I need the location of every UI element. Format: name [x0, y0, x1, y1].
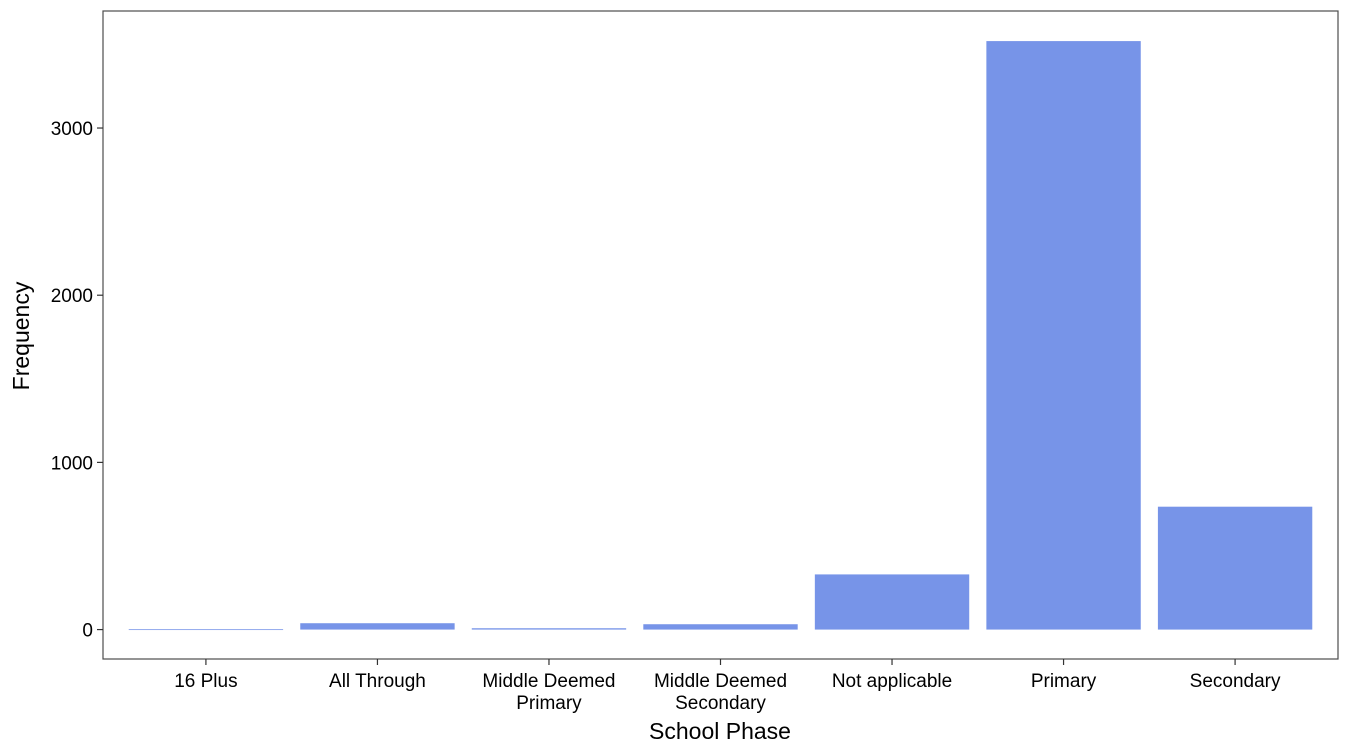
- x-tick-label: 16 Plus: [174, 671, 237, 692]
- x-tick-label: Middle Deemed Primary: [482, 671, 615, 714]
- bar: [471, 628, 627, 630]
- y-tick-label: 3000: [51, 119, 93, 140]
- bar: [986, 41, 1141, 630]
- bar: [643, 624, 798, 630]
- y-axis-title: Frequency: [8, 281, 34, 390]
- x-tick-label: Primary: [1031, 671, 1097, 692]
- x-tick-label: All Through: [329, 671, 426, 692]
- y-tick-label: 1000: [51, 453, 93, 474]
- x-tick-label: Not applicable: [832, 671, 952, 692]
- x-tick-label: Secondary: [1190, 671, 1281, 692]
- x-tick-label: Middle Deemed Secondary: [654, 671, 787, 714]
- x-axis: 16 Plus All Through Middle Deemed Primary Mi…: [174, 659, 1281, 714]
- bars-group: [128, 41, 1313, 631]
- bar: [1157, 506, 1313, 630]
- y-tick-label: 0: [82, 621, 93, 642]
- y-axis: 0 1000 2000 3000: [51, 119, 103, 642]
- bar: [128, 629, 284, 631]
- bar: [300, 623, 455, 630]
- plot-panel: [102, 10, 1339, 660]
- bar: [814, 574, 970, 630]
- y-tick-label: 2000: [51, 286, 93, 307]
- x-axis-title: School Phase: [649, 718, 791, 744]
